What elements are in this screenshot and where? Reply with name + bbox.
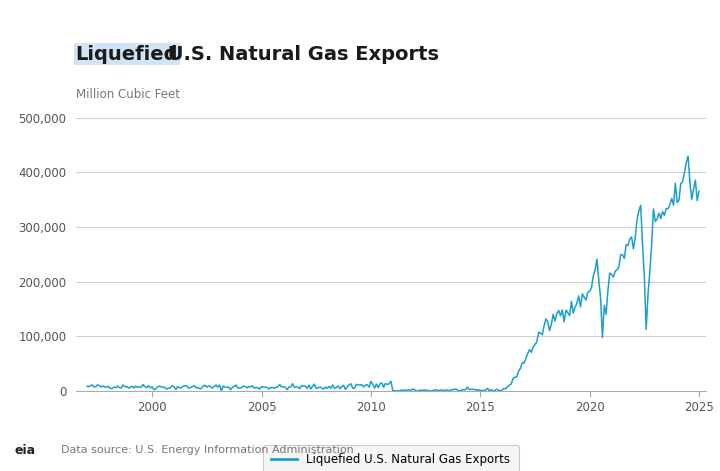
Text: U.S. Natural Gas Exports: U.S. Natural Gas Exports [161,45,438,64]
Legend: Liquefied U.S. Natural Gas Exports: Liquefied U.S. Natural Gas Exports [263,445,518,471]
Text: Data source: U.S. Energy Information Administration: Data source: U.S. Energy Information Adm… [61,445,354,455]
Text: eia: eia [14,444,35,457]
Text: Liquefied: Liquefied [76,45,178,64]
Text: Million Cubic Feet: Million Cubic Feet [76,88,179,101]
